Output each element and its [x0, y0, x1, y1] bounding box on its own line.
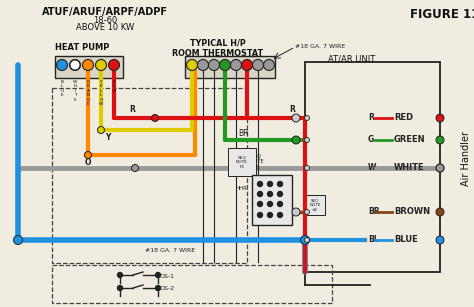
Text: SEQ
NOTE
#2: SEQ NOTE #2 [310, 198, 321, 212]
Circle shape [304, 238, 310, 243]
Text: #18 GA. 7 WIRE: #18 GA. 7 WIRE [145, 248, 195, 253]
Circle shape [277, 181, 283, 186]
Circle shape [118, 286, 122, 290]
Text: TYPICAL H/P
ROOM THERMOSTAT: TYPICAL H/P ROOM THERMOSTAT [173, 38, 264, 58]
Circle shape [241, 60, 253, 71]
Text: ATUF/ARUF/ARPF/ADPF: ATUF/ARUF/ARPF/ADPF [42, 7, 168, 17]
Circle shape [109, 60, 119, 71]
Circle shape [257, 212, 263, 217]
Circle shape [304, 115, 310, 121]
Text: RED: RED [394, 114, 413, 122]
Circle shape [267, 201, 273, 207]
Circle shape [56, 60, 67, 71]
Circle shape [267, 181, 273, 186]
Text: R
E
D: R E D [112, 80, 116, 93]
Circle shape [257, 192, 263, 196]
Text: AT/AR UNIT: AT/AR UNIT [328, 55, 375, 64]
Bar [185, 56, 275, 78]
Circle shape [301, 235, 310, 244]
Circle shape [186, 60, 198, 71]
Circle shape [292, 136, 300, 144]
Bar [52, 88, 247, 263]
Text: ABOVE 10 KW: ABOVE 10 KW [76, 23, 134, 32]
Text: SEQ
NOTE
F1: SEQ NOTE F1 [236, 155, 248, 169]
Text: HEAT PUMP: HEAT PUMP [55, 43, 109, 52]
Text: SEQ
NOTE
F1: SEQ NOTE F1 [250, 154, 264, 170]
Bar [305, 62, 440, 272]
Circle shape [267, 212, 273, 217]
Circle shape [304, 209, 310, 215]
Circle shape [436, 164, 444, 172]
Circle shape [230, 60, 241, 71]
Circle shape [98, 126, 104, 134]
Text: R: R [368, 114, 374, 122]
Text: B
L
U
E: B L U E [61, 80, 64, 97]
Circle shape [436, 208, 444, 216]
Circle shape [219, 60, 230, 71]
Text: BLUE: BLUE [394, 235, 418, 244]
Text: BROWN: BROWN [394, 208, 430, 216]
Bar [55, 56, 123, 78]
Circle shape [304, 138, 310, 142]
Circle shape [131, 165, 138, 172]
Circle shape [257, 181, 263, 186]
Text: GREEN: GREEN [394, 135, 426, 145]
Text: Y
E
L
L
O
W: Y E L L O W [99, 80, 103, 106]
Text: BL: BL [368, 235, 379, 244]
Circle shape [264, 60, 274, 71]
Circle shape [13, 235, 22, 244]
Circle shape [267, 192, 273, 196]
Circle shape [277, 212, 283, 217]
Text: W
H
I
T
E: W H I T E [73, 80, 77, 102]
Text: OS-2: OS-2 [160, 286, 175, 292]
Text: Y: Y [105, 133, 111, 142]
Circle shape [436, 236, 444, 244]
Circle shape [436, 114, 444, 122]
Circle shape [152, 115, 158, 122]
Circle shape [436, 164, 444, 172]
Text: Air Handler: Air Handler [461, 130, 471, 185]
Circle shape [277, 192, 283, 196]
Bar [305, 195, 325, 215]
Circle shape [257, 201, 263, 207]
Circle shape [436, 136, 444, 144]
Text: FIGURE 11: FIGURE 11 [410, 8, 474, 21]
Text: W: W [368, 164, 376, 173]
Circle shape [95, 60, 107, 71]
Circle shape [84, 151, 91, 158]
Circle shape [292, 208, 300, 216]
Text: BR: BR [238, 129, 248, 138]
Circle shape [155, 286, 161, 290]
Bar [252, 175, 292, 225]
Bar [52, 265, 332, 303]
Text: O: O [85, 158, 91, 167]
Circle shape [155, 273, 161, 278]
Text: BR: BR [368, 208, 380, 216]
Text: O
R
A
N
G
E: O R A N G E [86, 80, 90, 106]
Circle shape [70, 60, 80, 70]
Circle shape [70, 60, 81, 71]
Circle shape [118, 273, 122, 278]
Circle shape [82, 60, 93, 71]
Text: #18 GA. 7 WIRE: #18 GA. 7 WIRE [295, 44, 345, 49]
Text: OS-1: OS-1 [160, 274, 175, 278]
Bar [228, 148, 256, 176]
Text: G: G [368, 135, 374, 145]
Text: WHITE: WHITE [394, 164, 425, 173]
Circle shape [304, 165, 310, 170]
Text: R: R [289, 105, 295, 114]
Circle shape [253, 60, 264, 71]
Circle shape [292, 114, 300, 122]
Circle shape [198, 60, 209, 71]
Text: R: R [129, 105, 135, 114]
Text: HHR: HHR [236, 185, 248, 191]
Circle shape [277, 201, 283, 207]
Circle shape [209, 60, 219, 71]
Text: 18-60: 18-60 [93, 16, 117, 25]
